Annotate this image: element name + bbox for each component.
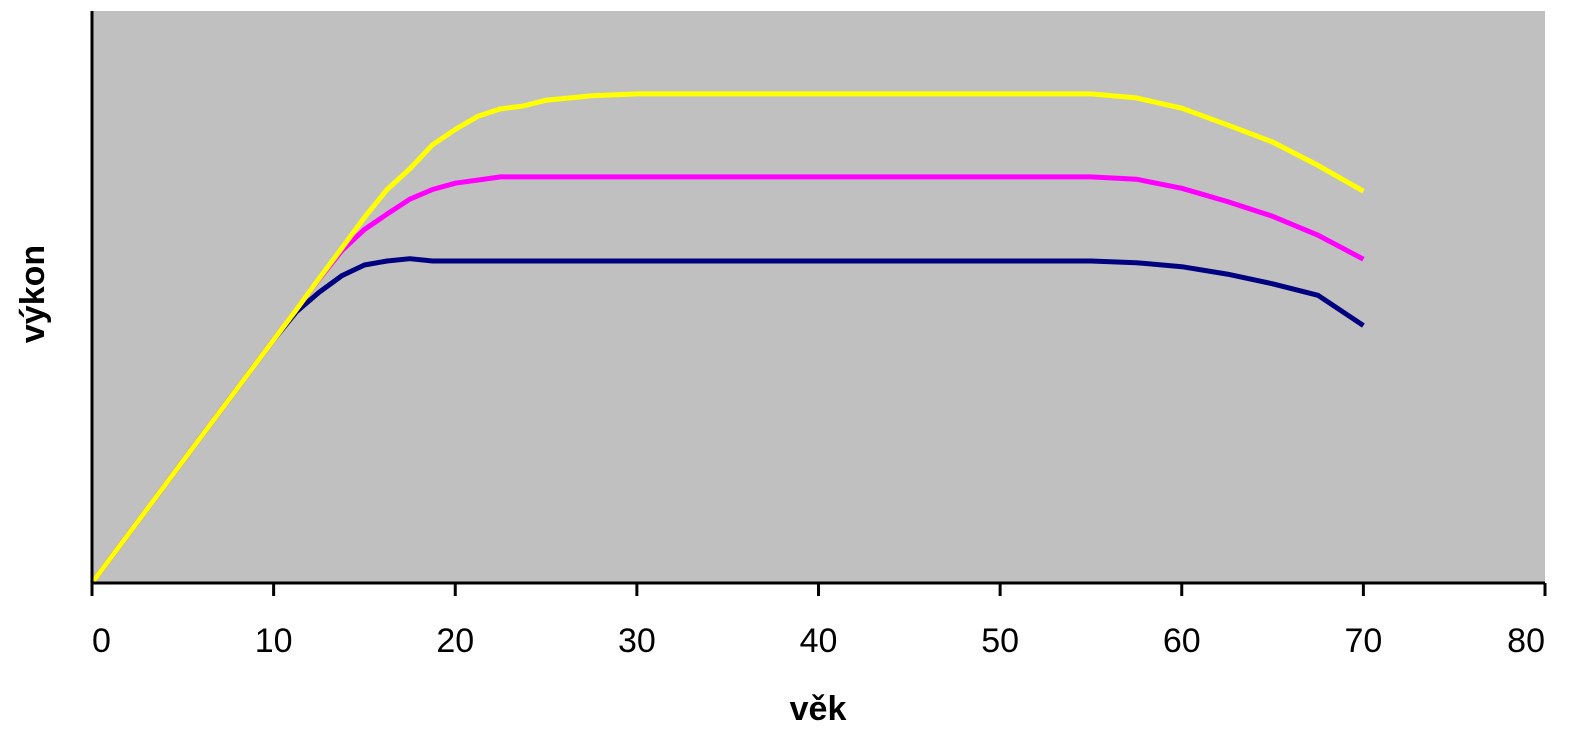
x-axis-title: věk xyxy=(790,690,847,728)
series-line-1 xyxy=(89,256,1365,585)
x-tick-label: 20 xyxy=(436,622,474,660)
series-line-3 xyxy=(89,91,1365,585)
x-tick-label: 60 xyxy=(1163,622,1201,660)
x-tick-label: 80 xyxy=(1507,622,1545,660)
plot-area xyxy=(92,11,1545,583)
series-layer xyxy=(89,91,1365,585)
x-tick-label: 50 xyxy=(981,622,1019,660)
x-tick-label: 30 xyxy=(618,622,656,660)
x-tick-label: 0 xyxy=(92,622,111,660)
y-axis-title: výkon xyxy=(14,245,52,343)
x-tick-label: 70 xyxy=(1344,622,1382,660)
x-tick-label: 40 xyxy=(800,622,838,660)
x-tick-layer: 0 10 20 30 40 50 60 70 80 xyxy=(90,583,1547,660)
x-tick-label: 10 xyxy=(255,622,293,660)
